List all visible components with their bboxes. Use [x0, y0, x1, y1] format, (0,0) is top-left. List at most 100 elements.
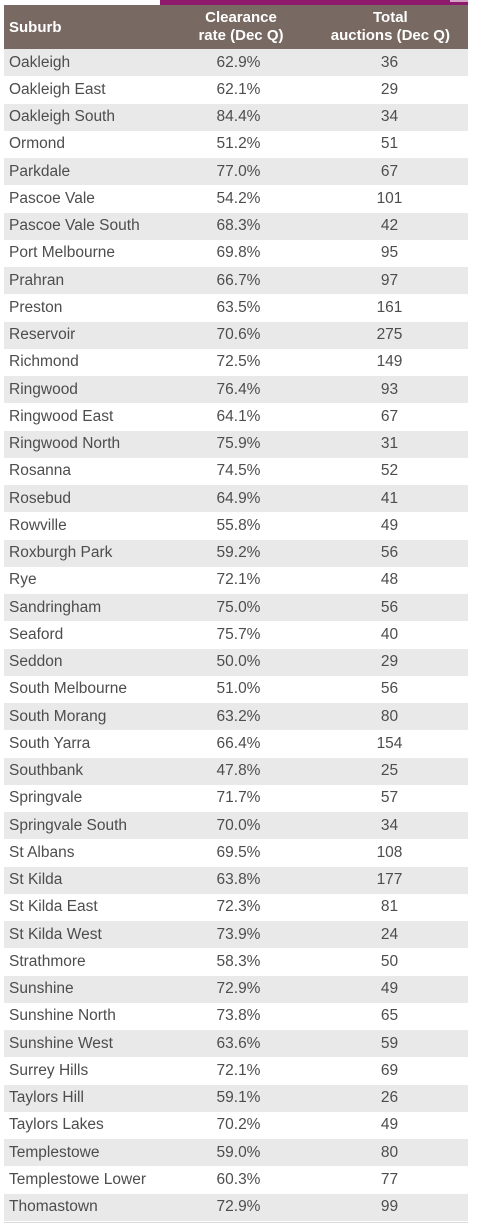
- clearance-rate-cell: 51.2%: [216, 135, 261, 153]
- suburb-cell: South Morang: [9, 707, 107, 725]
- table-row: Rowville 55.8% 49: [4, 512, 468, 540]
- total-auctions-cell: 52: [380, 462, 399, 480]
- total-auctions-cell: 48: [380, 571, 399, 589]
- table-row: Southbank 47.8% 25: [4, 757, 468, 785]
- suburb-cell: Surrey Hills: [9, 1061, 89, 1079]
- table-row: Templestowe Lower 60.3% 77: [4, 1166, 468, 1194]
- clearance-rate-cell: 75.9%: [216, 435, 261, 453]
- total-auctions-cell: 56: [380, 544, 399, 562]
- clearance-rate-cell: 75.7%: [216, 625, 261, 643]
- total-auctions-cell: 99: [380, 1198, 399, 1216]
- total-auctions-cell: 40: [380, 625, 399, 643]
- total-auctions-cell: 69: [380, 1061, 399, 1079]
- suburb-cell: Springvale South: [9, 816, 128, 834]
- table-row: Rosebud 64.9% 41: [4, 485, 468, 513]
- clearance-rate-cell: 76.4%: [216, 380, 261, 398]
- header-clearance-line2: rate (Dec Q): [198, 27, 284, 44]
- total-auctions-cell: 56: [380, 598, 399, 616]
- table-row: South Yarra 66.4% 154: [4, 730, 468, 758]
- clearance-rate-cell: 72.1%: [216, 571, 261, 589]
- header-auctions-line1: Total: [372, 9, 408, 26]
- total-auctions-cell: 275: [376, 326, 403, 344]
- suburb-cell: Ringwood East: [9, 407, 114, 425]
- total-auctions-cell: 29: [380, 653, 399, 671]
- suburb-cell: St Kilda East: [9, 898, 98, 916]
- clearance-rate-cell: 72.9%: [216, 1198, 261, 1216]
- clearance-rate-cell: 68.3%: [216, 217, 261, 235]
- suburb-cell: Ormond: [9, 135, 65, 153]
- total-auctions-cell: 34: [380, 816, 399, 834]
- header-clearance-line1: Clearance: [205, 9, 277, 26]
- clearance-rate-cell: 54.2%: [216, 189, 261, 207]
- total-auctions-cell: 80: [380, 1143, 399, 1161]
- table-row: Ormond 51.2% 51: [4, 130, 468, 158]
- clearance-rate-cell: 71.7%: [216, 789, 261, 807]
- header-total-auctions: Total auctions (Dec Q): [313, 5, 468, 49]
- total-auctions-cell: 31: [380, 435, 399, 453]
- table-row: Seaford 75.7% 40: [4, 621, 468, 649]
- table-row: Ringwood 76.4% 93: [4, 376, 468, 404]
- total-auctions-cell: 80: [380, 707, 399, 725]
- header-suburb: Suburb: [9, 18, 62, 36]
- total-auctions-cell: 50: [380, 952, 399, 970]
- total-auctions-cell: 97: [380, 271, 399, 289]
- suburb-cell: Oakleigh: [9, 53, 71, 71]
- suburb-cell: Seddon: [9, 653, 63, 671]
- suburb-cell: Pascoe Vale South: [9, 217, 140, 235]
- table-row: St Albans 69.5% 108: [4, 839, 468, 867]
- total-auctions-cell: 177: [376, 871, 403, 889]
- clearance-rate-cell: 69.8%: [216, 244, 261, 262]
- suburb-cell: Oakleigh East: [9, 80, 106, 98]
- table-row: St Kilda East 72.3% 81: [4, 893, 468, 921]
- table-row: Springvale 71.7% 57: [4, 784, 468, 812]
- total-auctions-cell: 67: [380, 162, 399, 180]
- suburb-cell: Sunshine: [9, 980, 74, 998]
- total-auctions-cell: 51: [380, 135, 399, 153]
- header-auctions-line2: auctions (Dec Q): [330, 27, 450, 44]
- suburb-cell: St Kilda West: [9, 925, 102, 943]
- clearance-rate-cell: 60.3%: [216, 1170, 261, 1188]
- table-row: South Melbourne 51.0% 56: [4, 675, 468, 703]
- suburb-cell: Prahran: [9, 271, 65, 289]
- total-auctions-cell: 26: [380, 1089, 399, 1107]
- header-clearance-rate: Clearance rate (Dec Q): [169, 5, 312, 49]
- suburb-cell: Thomastown: [9, 1198, 98, 1216]
- table-row: Rosanna 74.5% 52: [4, 457, 468, 485]
- clearance-rate-cell: 77.0%: [216, 162, 261, 180]
- suburb-cell: Taylors Hill: [9, 1089, 84, 1107]
- clearance-rate-cell: 58.3%: [216, 952, 261, 970]
- total-auctions-cell: 59: [380, 1034, 399, 1052]
- table-row: Richmond 72.5% 149: [4, 348, 468, 376]
- total-auctions-cell: 67: [380, 407, 399, 425]
- table-row: St Kilda 63.8% 177: [4, 866, 468, 894]
- suburb-cell: South Yarra: [9, 734, 91, 752]
- table-row: Sunshine West 63.6% 59: [4, 1030, 468, 1058]
- suburb-cell: Templestowe: [9, 1143, 100, 1161]
- clearance-rate-cell: 64.9%: [216, 489, 261, 507]
- total-auctions-cell: 36: [380, 53, 399, 71]
- total-auctions-cell: 57: [380, 789, 399, 807]
- suburb-cell: Pascoe Vale: [9, 189, 95, 207]
- clearance-rate-cell: 74.5%: [216, 462, 261, 480]
- table-row: Reservoir 70.6% 275: [4, 321, 468, 349]
- clearance-rate-cell: 59.2%: [216, 544, 261, 562]
- clearance-rate-cell: 66.7%: [216, 271, 261, 289]
- suburb-cell: Roxburgh Park: [9, 544, 113, 562]
- suburb-cell: St Albans: [9, 843, 75, 861]
- suburb-cell: Sunshine North: [9, 1007, 116, 1025]
- table-row: Taylors Lakes 70.2% 49: [4, 1111, 468, 1139]
- clearance-rate-cell: 63.5%: [216, 298, 261, 316]
- clearance-rate-cell: 70.0%: [216, 816, 261, 834]
- clearance-rate-cell: 72.3%: [216, 898, 261, 916]
- clearance-rate-cell: 63.2%: [216, 707, 261, 725]
- clearance-rate-cell: 69.5%: [216, 843, 261, 861]
- clearance-rate-cell: 59.1%: [216, 1089, 261, 1107]
- table-row: Port Melbourne 69.8% 95: [4, 239, 468, 267]
- table-header: Suburb Clearance rate (Dec Q) Total auct…: [4, 5, 468, 49]
- suburb-cell: Parkdale: [9, 162, 71, 180]
- table-bottom-rule: [4, 1222, 468, 1223]
- total-auctions-cell: 95: [380, 244, 399, 262]
- total-auctions-cell: 149: [376, 353, 403, 371]
- table-row: Parkdale 77.0% 67: [4, 158, 468, 186]
- clearance-rate-cell: 70.6%: [216, 326, 261, 344]
